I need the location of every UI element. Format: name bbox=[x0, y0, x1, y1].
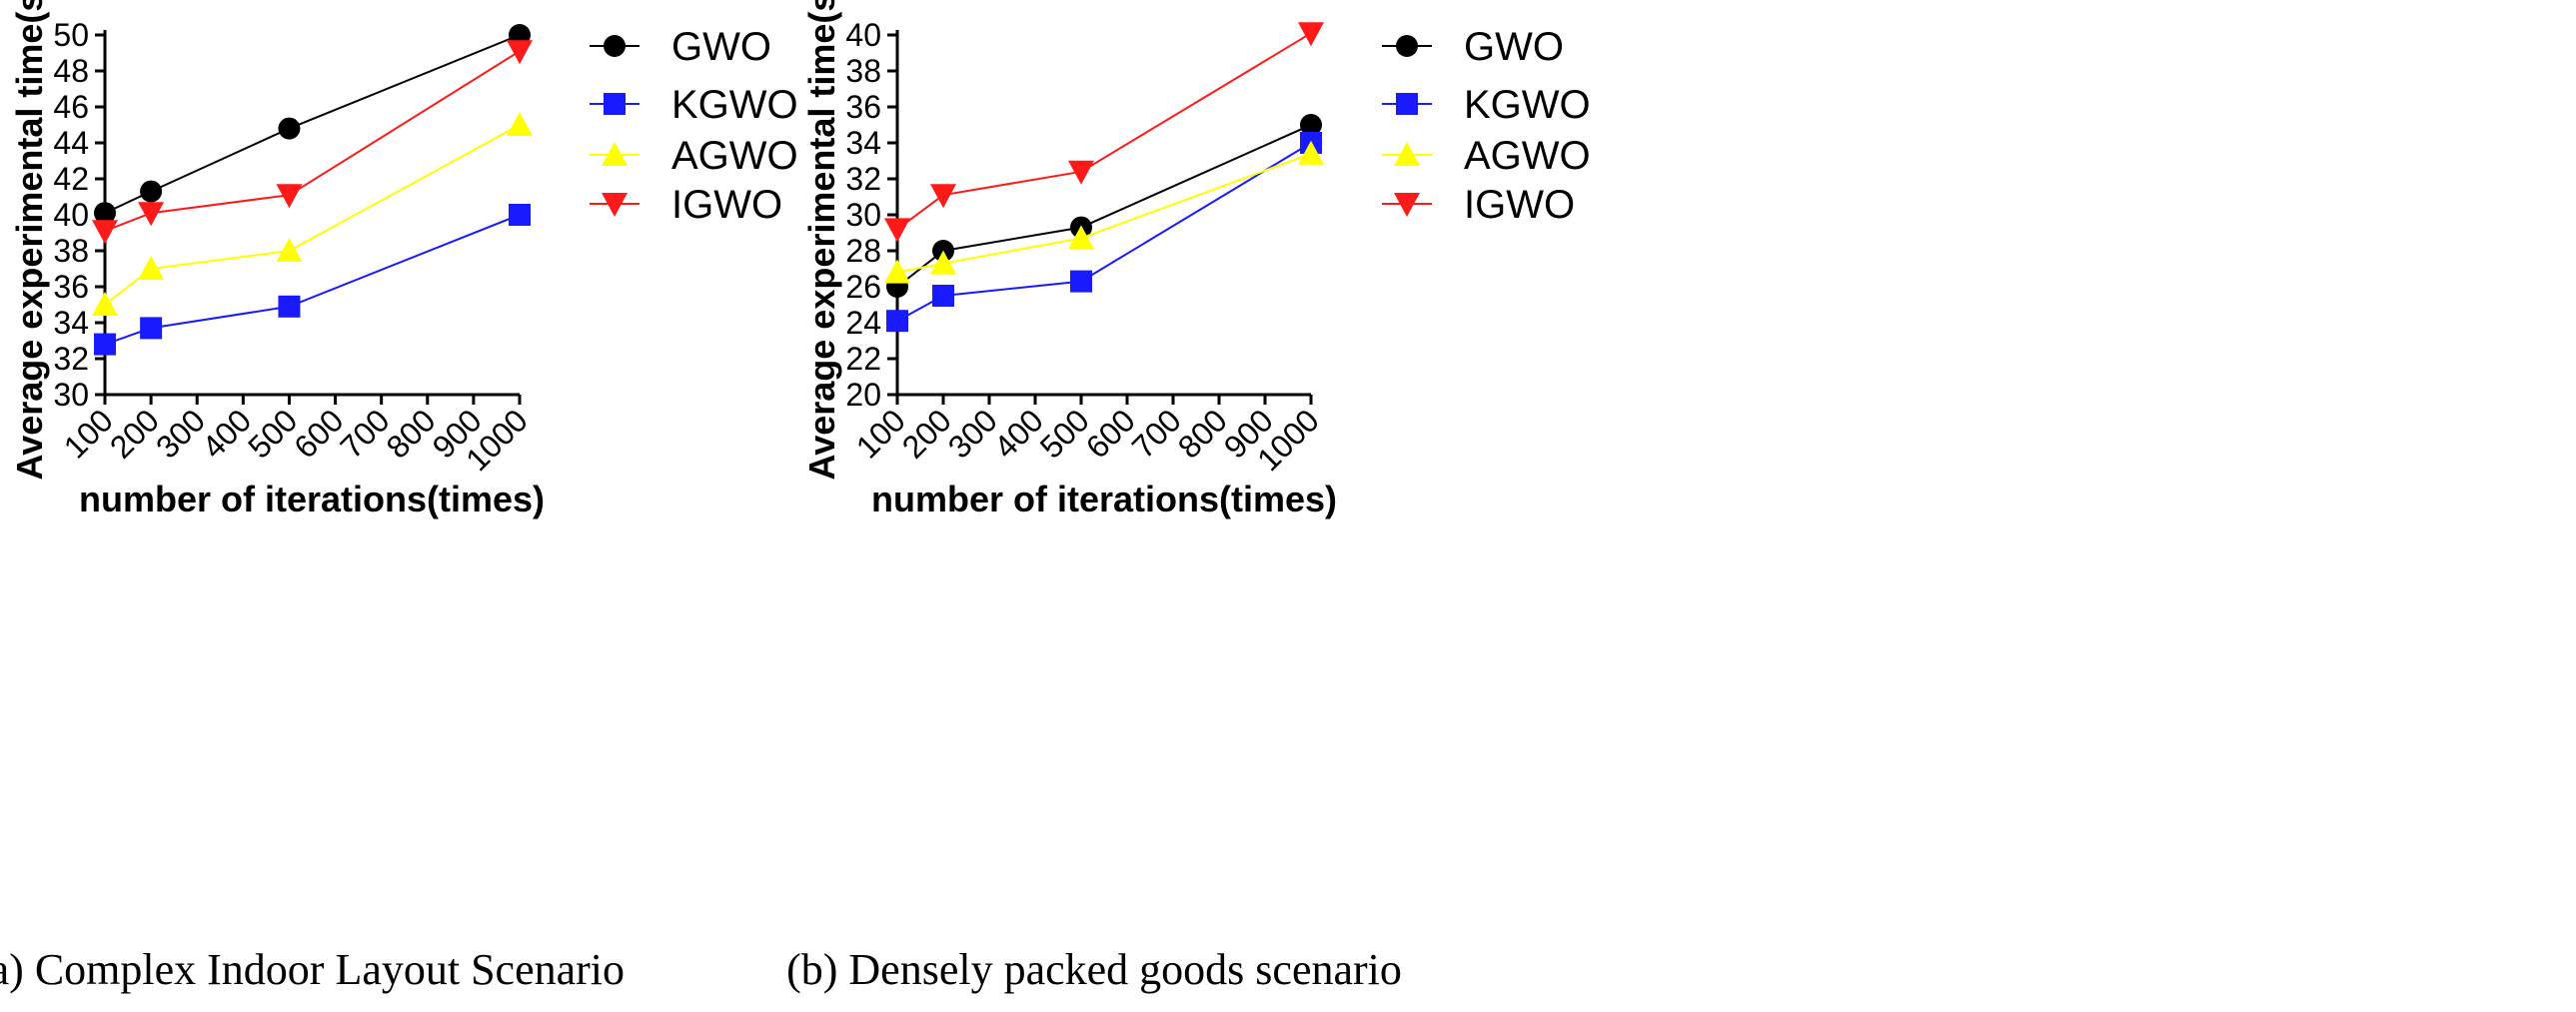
y-tick-label: 40 bbox=[845, 17, 881, 53]
legend-marker-agwo bbox=[602, 142, 628, 166]
series-line-igwo bbox=[896, 32, 1312, 231]
legend-marker-kgwo bbox=[1396, 93, 1418, 115]
figure-caption: (b) Densely packed goods scenario bbox=[786, 945, 1402, 994]
data-point-igwo bbox=[276, 184, 303, 209]
y-tick-label: 22 bbox=[845, 341, 881, 377]
legend-label: IGWO bbox=[671, 183, 782, 227]
data-point-agwo bbox=[92, 292, 118, 316]
y-tick-label: 34 bbox=[53, 305, 89, 341]
legend-label: KGWO bbox=[671, 83, 798, 127]
legend-marker-kgwo bbox=[604, 93, 626, 115]
data-point-igwo bbox=[1298, 22, 1324, 47]
y-tick-label: 38 bbox=[53, 233, 89, 269]
y-tick-label: 48 bbox=[53, 53, 89, 89]
series-line-gwo bbox=[896, 124, 1312, 288]
y-tick-label: 50 bbox=[53, 17, 89, 53]
legend-marker-igwo bbox=[1394, 193, 1420, 217]
chart-panel-b: 2022242628303234363840100200300400500600… bbox=[786, 0, 1591, 994]
y-tick-label: 30 bbox=[53, 377, 89, 413]
data-point-agwo bbox=[507, 112, 533, 136]
legend: GWO KGWO AGWO IGWO bbox=[1382, 25, 1591, 227]
y-tick-label: 26 bbox=[845, 269, 881, 305]
series-line-gwo bbox=[104, 34, 521, 215]
y-tick-label: 30 bbox=[845, 197, 881, 233]
series-line-agwo bbox=[104, 124, 521, 306]
y-tick-label: 20 bbox=[845, 377, 881, 413]
data-point-igwo bbox=[884, 218, 910, 243]
data-point-gwo bbox=[94, 202, 116, 225]
y-tick-label: 34 bbox=[845, 125, 881, 161]
figure-caption: (a) Complex Indoor Layout Scenario bbox=[0, 945, 625, 994]
y-tick-label: 46 bbox=[53, 89, 89, 125]
legend-marker-igwo bbox=[602, 193, 628, 217]
data-point-gwo bbox=[278, 117, 301, 140]
y-tick-label: 32 bbox=[53, 341, 89, 377]
legend-label: AGWO bbox=[671, 134, 798, 178]
data-point-gwo bbox=[1300, 114, 1322, 136]
data-point-igwo bbox=[138, 202, 165, 227]
x-axis-title: number of iterations(times) bbox=[871, 479, 1337, 519]
data-point-agwo bbox=[138, 256, 165, 280]
data-point-kgwo bbox=[94, 333, 116, 356]
data-point-kgwo bbox=[278, 295, 301, 318]
y-axis-title: Average experimental time(s) bbox=[9, 0, 50, 480]
series-line-kgwo bbox=[896, 142, 1312, 323]
data-point-agwo bbox=[1068, 225, 1094, 250]
data-point-kgwo bbox=[509, 204, 531, 226]
y-tick-label: 32 bbox=[845, 161, 881, 197]
data-point-igwo bbox=[507, 40, 533, 65]
series-line-igwo bbox=[104, 50, 521, 233]
y-axis-title: Average experimental time(s) bbox=[801, 0, 842, 480]
data-point-kgwo bbox=[1070, 270, 1092, 293]
x-axis-title: number of iterations(times) bbox=[79, 479, 545, 519]
y-tick-label: 28 bbox=[845, 233, 881, 269]
y-tick-label: 36 bbox=[845, 89, 881, 125]
data-point-igwo bbox=[1068, 160, 1094, 185]
y-tick-label: 36 bbox=[53, 269, 89, 305]
y-tick-label: 44 bbox=[53, 125, 89, 161]
data-point-agwo bbox=[276, 238, 303, 262]
data-point-igwo bbox=[930, 184, 956, 209]
series-line-kgwo bbox=[104, 214, 521, 346]
legend-marker-gwo bbox=[604, 35, 626, 57]
data-point-igwo bbox=[92, 220, 118, 245]
data-point-kgwo bbox=[932, 285, 954, 307]
y-tick-label: 40 bbox=[53, 197, 89, 233]
legend-label: GWO bbox=[1464, 25, 1564, 69]
legend-label: IGWO bbox=[1464, 183, 1575, 227]
y-tick-label: 38 bbox=[845, 53, 881, 89]
legend-label: KGWO bbox=[1464, 83, 1591, 127]
chart-panel-a: 3032343638404244464850100200300400500600… bbox=[0, 0, 798, 994]
data-point-kgwo bbox=[886, 310, 908, 333]
legend-marker-gwo bbox=[1396, 35, 1418, 57]
legend-label: AGWO bbox=[1464, 134, 1591, 178]
data-point-gwo bbox=[140, 180, 163, 203]
legend-label: GWO bbox=[671, 25, 771, 69]
legend: GWO KGWO AGWO IGWO bbox=[590, 25, 798, 227]
data-point-agwo bbox=[930, 250, 956, 275]
series-line-agwo bbox=[896, 152, 1312, 274]
y-tick-label: 24 bbox=[845, 305, 881, 341]
y-tick-label: 42 bbox=[53, 161, 89, 197]
legend-marker-agwo bbox=[1394, 142, 1420, 166]
data-point-agwo bbox=[884, 259, 910, 284]
data-point-agwo bbox=[1298, 140, 1324, 165]
data-point-kgwo bbox=[140, 317, 163, 340]
